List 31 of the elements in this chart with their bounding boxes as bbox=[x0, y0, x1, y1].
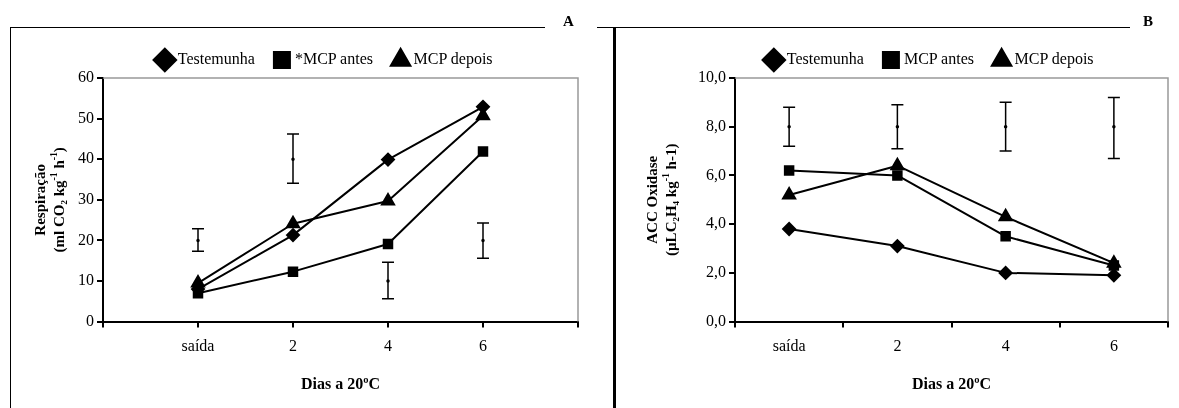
legend-label: MCP antes bbox=[903, 50, 974, 68]
x-tick-label: 2 bbox=[893, 337, 902, 355]
x-tick-label: 4 bbox=[384, 337, 392, 355]
text: B bbox=[1143, 13, 1154, 30]
x-tick-label: saída bbox=[181, 337, 215, 355]
legend-label: MCP depois bbox=[1014, 50, 1094, 69]
x-tick-label: saída bbox=[772, 337, 806, 355]
x-axis-title: Dias a 20ºC bbox=[911, 374, 992, 392]
y-tick-label: 2,0 bbox=[706, 263, 726, 281]
legend-label: Testemunha bbox=[786, 50, 864, 68]
y-tick-label: 8,0 bbox=[706, 116, 726, 134]
y-tick-label: 4,0 bbox=[706, 214, 726, 232]
text: A bbox=[563, 13, 574, 30]
x-tick-label: 6 bbox=[479, 337, 487, 355]
y-tick-label: 10 bbox=[78, 271, 94, 289]
x-axis-title: Dias a 20ºC bbox=[300, 374, 381, 392]
x-tick-label: 2 bbox=[289, 337, 297, 355]
y-tick-label: 40 bbox=[78, 149, 94, 167]
legend-label: *MCP antes bbox=[294, 50, 373, 68]
legend-label: MCP depois bbox=[413, 50, 493, 69]
x-tick-label: 4 bbox=[1001, 337, 1010, 355]
y-tick-label: 10,0 bbox=[698, 68, 726, 86]
y-tick-label: 60 bbox=[78, 68, 94, 86]
y-tick-label: 20 bbox=[78, 230, 94, 248]
y-tick-label: 6,0 bbox=[706, 165, 726, 183]
legend-label: Testemunha bbox=[177, 50, 255, 68]
y-tick-label: 0,0 bbox=[706, 311, 726, 329]
y-tick-label: 0 bbox=[86, 311, 94, 329]
x-tick-label: 6 bbox=[1109, 337, 1118, 355]
y-tick-label: 50 bbox=[78, 108, 94, 126]
y-tick-label: 30 bbox=[78, 190, 94, 207]
